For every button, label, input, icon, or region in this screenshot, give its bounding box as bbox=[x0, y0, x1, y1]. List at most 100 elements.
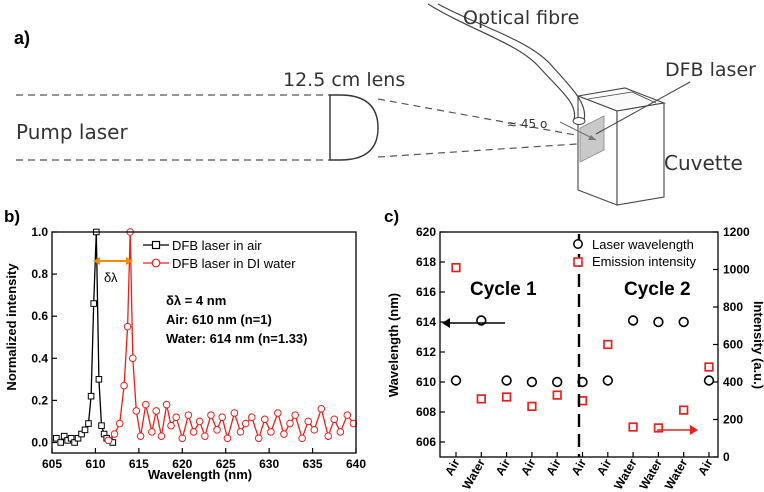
wavelength-point bbox=[450, 375, 462, 386]
x-tick-label: 640 bbox=[346, 457, 366, 471]
data-point-water bbox=[189, 428, 198, 436]
panel-c-series bbox=[450, 262, 715, 433]
panel-b-frame bbox=[51, 231, 357, 454]
x-tick-label: Water bbox=[611, 456, 640, 492]
focus-beam-bottom bbox=[377, 142, 593, 158]
dfb-pointer bbox=[595, 81, 691, 135]
data-point-water bbox=[195, 417, 204, 426]
y-tick-label: 1.0 bbox=[31, 225, 48, 239]
x-tick-label: Air bbox=[569, 456, 590, 478]
data-point-water bbox=[120, 381, 128, 390]
x-tick-label: Air bbox=[442, 456, 463, 478]
intensity-point bbox=[679, 405, 689, 415]
data-point-air bbox=[57, 439, 64, 446]
data-point-water bbox=[324, 432, 333, 440]
y2-tick-label: 800 bbox=[723, 300, 743, 314]
wavelength-point bbox=[501, 375, 512, 386]
legend-air-text: DFB laser in air bbox=[172, 238, 262, 253]
pump-laser-label: Pump laser bbox=[16, 120, 128, 144]
data-point-air bbox=[60, 432, 68, 440]
data-point-water bbox=[310, 426, 319, 434]
x-tick-label: Water bbox=[636, 456, 665, 492]
y-tick-label: 0.2 bbox=[31, 393, 48, 407]
y2-tick-label: 600 bbox=[723, 338, 743, 352]
data-point-water bbox=[136, 432, 145, 440]
y-tick-label: 0.4 bbox=[31, 351, 48, 365]
intensity-point bbox=[653, 423, 664, 433]
data-point-water bbox=[201, 432, 209, 440]
data-point-air bbox=[85, 420, 92, 427]
data-point-water bbox=[304, 417, 313, 426]
angle-label: ≈ 45 o bbox=[507, 117, 547, 131]
y2-tick-label: 1000 bbox=[723, 263, 750, 277]
data-point-water bbox=[167, 421, 175, 430]
panel-c-ylabel: Wavelength (nm) bbox=[386, 293, 401, 397]
intensity-point bbox=[704, 362, 714, 372]
data-point-water bbox=[172, 413, 181, 422]
intensity-point bbox=[552, 390, 562, 400]
data-point-water bbox=[207, 411, 215, 419]
data-point-water bbox=[152, 407, 161, 415]
intensity-point bbox=[527, 401, 537, 412]
data-point-air bbox=[81, 426, 89, 434]
x-tick-label: Air bbox=[594, 456, 615, 478]
panel-c-legend: Laser wavelength Emission intensity bbox=[573, 237, 697, 269]
y-tick-label: 620 bbox=[416, 225, 436, 239]
data-point-water bbox=[330, 415, 339, 424]
air-wavelength-note: Air: 610 nm (n=1) bbox=[166, 312, 272, 327]
panel-c: c) Wavelength (nm) Intensity (a.u.) 6066… bbox=[384, 207, 764, 492]
x-tick-label: 615 bbox=[129, 457, 149, 471]
legend-water-text: DFB laser in DI water bbox=[172, 256, 296, 271]
wavelength-point bbox=[602, 375, 613, 386]
y-tick-label: 618 bbox=[416, 255, 436, 269]
optical-fibre bbox=[427, 3, 576, 121]
water-wavelength-note: Water: 614 nm (n=1.33) bbox=[166, 331, 307, 346]
data-point-water bbox=[267, 428, 275, 436]
y2-tick-label: 400 bbox=[723, 375, 743, 389]
panel-b-ylabel: Normalized intensity bbox=[4, 263, 19, 391]
data-point-water bbox=[178, 434, 187, 443]
data-point-water bbox=[336, 428, 345, 436]
cycle-2-label: Cycle 2 bbox=[624, 279, 691, 300]
y-tick-label: 610 bbox=[416, 375, 436, 389]
legend-intensity-text: Emission intensity bbox=[592, 254, 697, 269]
emission-arrowhead bbox=[588, 135, 596, 140]
data-point-air bbox=[71, 439, 78, 446]
data-point-water bbox=[104, 436, 113, 445]
legend-wavelength-marker bbox=[573, 239, 583, 249]
data-point-air bbox=[95, 376, 103, 383]
panel-b: b) Normalized intensity Wavelength (nm) … bbox=[4, 207, 366, 482]
data-point-water bbox=[343, 411, 352, 419]
wavelength-point bbox=[653, 316, 664, 328]
data-point-water bbox=[349, 419, 358, 428]
intensity-point bbox=[476, 394, 486, 404]
data-point-water bbox=[223, 434, 232, 443]
y-tick-label: 0.6 bbox=[31, 309, 48, 323]
y-tick-label: 612 bbox=[416, 345, 436, 359]
panel-c-label: c) bbox=[384, 207, 399, 226]
delta-lambda-arrowhead-left bbox=[93, 257, 100, 265]
panel-a: a) Pump laser 12.5 cm lens ≈ 45 o Cuvett… bbox=[14, 3, 756, 206]
optical-fibre-edge bbox=[437, 3, 586, 121]
data-point-air bbox=[53, 434, 60, 442]
data-point-water bbox=[298, 434, 306, 443]
data-point-water bbox=[274, 409, 282, 417]
cycle-1-label: Cycle 1 bbox=[470, 279, 537, 300]
data-point-water bbox=[132, 407, 141, 415]
x-tick-label: Air bbox=[543, 456, 564, 478]
data-point-water bbox=[230, 409, 239, 417]
x-tick-label: 630 bbox=[259, 457, 279, 471]
data-point-water bbox=[128, 354, 137, 363]
data-point-water bbox=[162, 400, 171, 409]
y-tick-label: 0.0 bbox=[31, 435, 48, 449]
data-point-air bbox=[90, 300, 97, 307]
data-point-water bbox=[291, 411, 300, 419]
data-point-water bbox=[123, 322, 132, 331]
legend-intensity-marker bbox=[573, 257, 583, 267]
intensity-point bbox=[501, 392, 512, 402]
series-line-air bbox=[55, 231, 114, 444]
right-axis-arrowhead bbox=[690, 425, 698, 435]
wavelength-point bbox=[526, 376, 538, 388]
x-tick-label: 625 bbox=[216, 457, 236, 471]
y2-tick-label: 200 bbox=[723, 413, 743, 427]
